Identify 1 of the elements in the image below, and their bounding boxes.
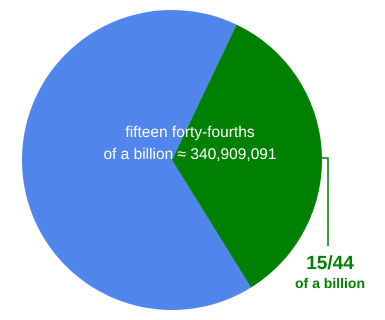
slice-label: 15/44 of a billion	[295, 253, 365, 291]
